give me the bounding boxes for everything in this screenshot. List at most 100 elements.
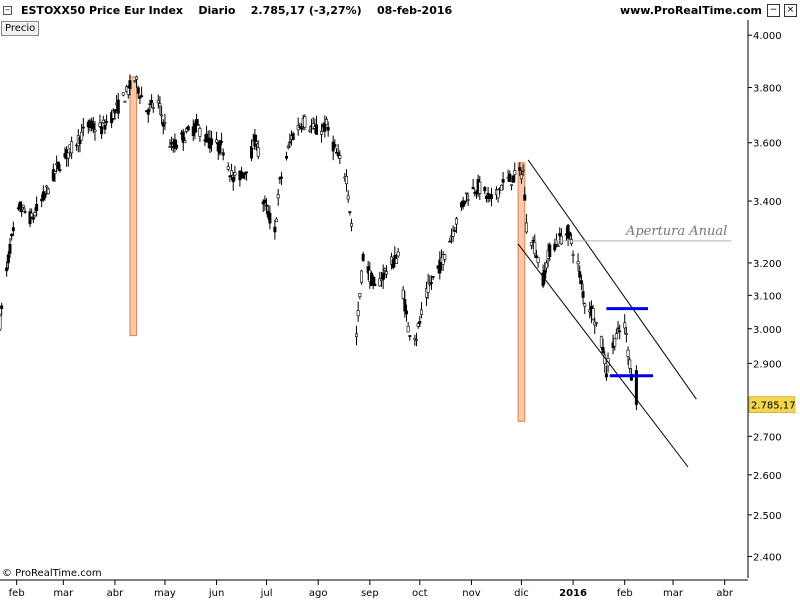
y-tick-label: 2.700 [753, 432, 782, 443]
candle-body [288, 141, 292, 144]
candle [66, 152, 70, 167]
collapse-icon[interactable]: − [3, 6, 12, 15]
candle [474, 190, 478, 199]
candle-body [128, 80, 132, 89]
candle-body [616, 327, 620, 330]
candle-body [210, 138, 214, 145]
candle [333, 139, 337, 149]
x-tick-label: 2016 [559, 588, 587, 599]
candle [396, 248, 400, 258]
candle-body [453, 230, 457, 232]
candle-body [471, 187, 475, 190]
candle-body [250, 146, 254, 159]
candle [518, 162, 522, 177]
candle [273, 219, 277, 240]
candle-body [156, 100, 160, 104]
candle [559, 228, 563, 246]
candle [30, 208, 34, 219]
candle-body [116, 99, 120, 114]
candle-body [100, 126, 104, 135]
close-icon[interactable]: × [784, 4, 797, 17]
candle-body [56, 161, 60, 170]
candle [308, 126, 312, 134]
candle [583, 302, 587, 314]
instrument-name: ESTOXX50 Price Eur Index [21, 4, 184, 17]
candle [624, 326, 628, 343]
candle [160, 106, 164, 125]
candle-body [579, 280, 583, 285]
candle-body [21, 204, 25, 208]
candle-body [43, 193, 47, 198]
candle-body [474, 191, 478, 195]
candle-body [408, 335, 412, 337]
candle [350, 218, 354, 232]
candle [454, 216, 458, 234]
candle [429, 275, 433, 290]
candle-body [11, 227, 15, 232]
candle [618, 324, 622, 340]
candle [146, 107, 150, 123]
candle-body [578, 271, 582, 278]
y-tick-label: 2.400 [753, 553, 782, 564]
candle [43, 190, 47, 201]
candle [138, 94, 142, 105]
candle [28, 208, 32, 228]
candle [103, 119, 107, 135]
candle-body [416, 323, 420, 327]
candle [35, 196, 39, 217]
candle-body [566, 224, 570, 239]
candle-body [276, 194, 280, 199]
candle-body [158, 103, 162, 107]
candle-body [381, 272, 385, 281]
candle [325, 116, 329, 125]
candle-body [255, 141, 259, 145]
candle-body [594, 322, 598, 324]
candle [198, 126, 202, 142]
candle [53, 170, 57, 183]
candle-body [591, 308, 595, 320]
y-tick-label: 2.900 [753, 359, 782, 370]
candle [116, 93, 120, 119]
candle-body [0, 315, 2, 330]
price-panel-tab[interactable]: Precio [1, 21, 40, 36]
candle-body [286, 145, 290, 148]
x-tick-label: abr [716, 588, 733, 599]
candle-body [58, 169, 62, 171]
candle-body [338, 155, 342, 159]
trend-channel-line-1[interactable] [527, 159, 697, 400]
candle-body [519, 174, 523, 180]
minimize-icon[interactable]: − [767, 4, 780, 17]
candle-body [123, 100, 127, 103]
candle-body [138, 96, 142, 99]
candle [373, 276, 377, 287]
x-tick-label: dic [514, 588, 529, 599]
candle [356, 301, 360, 322]
candle [45, 184, 49, 195]
candle [218, 139, 222, 156]
candle-body [105, 121, 109, 123]
candle-body [121, 92, 125, 96]
candle [233, 165, 237, 181]
candle [614, 329, 618, 340]
candle-body [478, 181, 482, 194]
y-tick-label: 3.200 [753, 259, 782, 270]
candle [320, 123, 324, 143]
candle-body [553, 243, 557, 251]
candle [571, 250, 575, 264]
copyright-label: © ProRealTime.com [2, 568, 102, 579]
candle-body [583, 303, 587, 307]
candle [101, 115, 105, 125]
candle-body [93, 129, 97, 132]
candle-body [536, 257, 540, 264]
candle [496, 189, 500, 203]
candle [448, 237, 452, 243]
candle [210, 130, 214, 152]
candle [23, 207, 27, 214]
candle [58, 163, 62, 173]
candle-body [181, 131, 185, 143]
site-url[interactable]: www.ProRealTime.com [619, 4, 762, 17]
candle-body [531, 239, 535, 242]
trend-channel-line-2[interactable] [517, 243, 689, 468]
candle-body [30, 212, 34, 218]
